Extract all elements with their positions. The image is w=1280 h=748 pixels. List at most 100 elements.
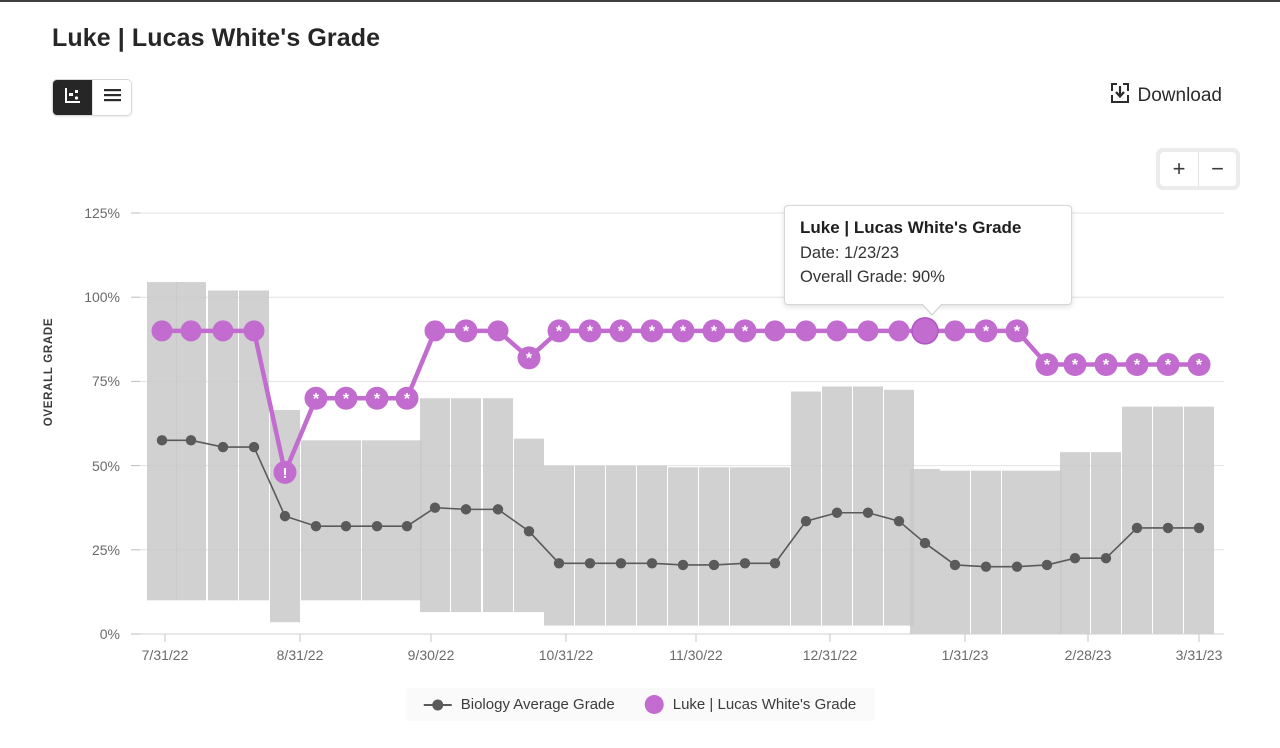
student-grade-point[interactable] [1187,353,1211,377]
flag-asterisk-glyph: * [1014,323,1021,340]
student-grade-point[interactable] [273,460,297,484]
legend-item-student[interactable]: Luke | Lucas White's Grade [644,695,856,714]
student-grade-point[interactable] [424,320,446,342]
average-grade-point[interactable] [1011,561,1023,572]
student-grade-point[interactable] [365,386,389,410]
student-grade-point[interactable] [395,386,419,410]
average-grade-point[interactable] [279,510,291,522]
student-grade-point[interactable] [151,320,173,342]
y-tick-label: 75% [91,373,120,390]
average-grade-point[interactable] [523,526,535,537]
average-grade-point[interactable] [185,435,197,446]
average-grade-point[interactable] [248,441,260,453]
student-grade-point[interactable] [1156,353,1180,377]
average-grade-point[interactable] [893,515,905,527]
student-grade-point[interactable] [334,386,358,410]
student-grade-point[interactable] [517,346,541,370]
range-band-bar [760,467,790,626]
average-grade-point[interactable] [429,502,441,513]
download-label: Download [1137,85,1223,106]
average-grade-point[interactable] [584,558,596,569]
student-grade-point[interactable] [888,320,910,342]
student-grade-point[interactable] [243,320,265,342]
student-grade-point[interactable] [826,320,848,342]
average-grade-point[interactable] [646,558,658,569]
average-grade-point[interactable] [1131,522,1143,534]
zoom-controls[interactable]: + − [1156,148,1240,190]
student-grade-point[interactable] [1125,353,1149,377]
average-grade-point[interactable] [615,558,627,569]
student-grade-point[interactable] [640,319,664,343]
student-grade-point[interactable] [857,320,879,342]
view-mode-list-button[interactable] [92,80,131,115]
average-grade-point[interactable] [739,558,751,569]
average-grade-point[interactable] [1041,559,1053,571]
flag-asterisk-glyph: * [1103,357,1110,374]
flag-asterisk-glyph: * [618,323,625,340]
student-grade-point[interactable] [702,319,726,343]
download-button[interactable]: Download [1109,82,1223,110]
x-tick-label: 11/30/22 [669,647,723,663]
student-grade-point[interactable] [1005,319,1029,343]
view-mode-chart-button[interactable] [53,80,92,115]
student-grade-point[interactable] [911,317,939,345]
student-grade-point[interactable] [733,319,757,343]
student-grade-point[interactable] [547,319,571,343]
flag-asterisk-glyph: * [1134,357,1141,374]
student-grade-point[interactable] [1094,353,1118,377]
student-grade-point[interactable] [180,320,202,342]
average-grade-point[interactable] [1193,522,1205,534]
student-grade-point[interactable] [454,319,478,343]
x-tick-label: 8/31/22 [276,647,324,663]
average-grade-point[interactable] [831,507,843,518]
average-grade-point[interactable] [949,559,961,571]
average-grade-point[interactable] [862,507,874,518]
view-mode-toggle[interactable] [52,79,132,116]
zoom-out-button[interactable]: − [1198,152,1236,186]
range-band-bar [637,465,667,626]
range-band-bar [699,467,729,626]
average-grade-point[interactable] [769,558,781,569]
zoom-in-button[interactable]: + [1160,152,1198,186]
student-grade-point[interactable] [764,320,786,342]
student-grade-point[interactable] [974,319,998,343]
average-grade-point[interactable] [1162,522,1174,534]
line-marker-icon [423,703,452,706]
average-grade-point[interactable] [553,558,565,569]
range-band-bar [514,438,544,613]
average-grade-point[interactable] [492,504,504,515]
student-grade-point[interactable] [304,386,328,410]
average-grade-point[interactable] [1100,553,1112,564]
average-grade-point[interactable] [800,515,812,527]
student-grade-point[interactable] [795,320,817,342]
student-grade-point[interactable] [212,320,234,342]
y-axis-title: OVERALL GRADE [43,317,55,427]
average-grade-point[interactable] [1069,553,1081,564]
range-band-bar [176,282,206,601]
student-grade-point[interactable] [1035,353,1059,377]
average-grade-point[interactable] [401,521,413,532]
average-grade-point[interactable] [156,435,168,446]
student-grade-point[interactable] [944,320,966,342]
student-grade-point[interactable] [1063,353,1087,377]
average-grade-point[interactable] [340,521,352,532]
average-grade-point[interactable] [708,559,720,571]
average-grade-point[interactable] [919,537,931,549]
flag-asterisk-glyph: * [1196,357,1203,374]
student-grade-point[interactable] [671,319,695,343]
average-grade-point[interactable] [460,504,472,515]
range-band-bar [668,467,698,626]
y-tick-label: 125% [84,205,120,221]
flag-asterisk-glyph: * [742,323,749,340]
student-grade-point[interactable] [578,319,602,343]
student-grade-point[interactable] [487,320,509,342]
legend-label-average: Biology Average Grade [460,696,615,713]
legend-item-average[interactable]: Biology Average Grade [423,696,615,713]
student-grade-point[interactable] [609,319,633,343]
average-grade-point[interactable] [371,521,383,532]
average-grade-point[interactable] [980,561,992,572]
y-tick-label: 100% [84,289,120,306]
average-grade-point[interactable] [677,559,689,571]
average-grade-point[interactable] [217,441,229,453]
average-grade-point[interactable] [310,521,322,532]
